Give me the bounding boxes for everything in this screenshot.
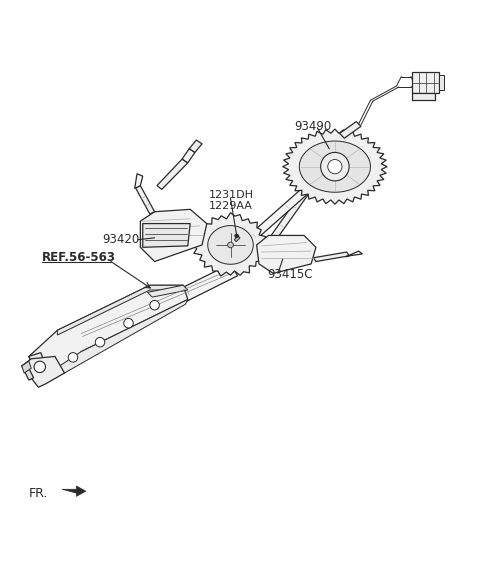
Circle shape (150, 300, 159, 310)
Polygon shape (412, 72, 439, 93)
Polygon shape (140, 209, 207, 262)
Circle shape (34, 361, 46, 372)
Polygon shape (147, 285, 188, 297)
Polygon shape (283, 129, 387, 204)
Polygon shape (182, 148, 195, 163)
Polygon shape (257, 235, 316, 273)
Polygon shape (300, 141, 371, 192)
Circle shape (96, 338, 105, 347)
Text: 1229AA: 1229AA (209, 201, 253, 211)
Polygon shape (235, 190, 306, 253)
Text: 1231DH: 1231DH (209, 190, 254, 200)
Text: REF.56-563: REF.56-563 (42, 251, 116, 264)
Text: 93415C: 93415C (267, 269, 313, 281)
Polygon shape (157, 159, 188, 190)
Polygon shape (136, 186, 155, 214)
Text: FR.: FR. (29, 487, 48, 499)
Polygon shape (29, 353, 50, 380)
Polygon shape (57, 285, 188, 335)
Polygon shape (266, 186, 311, 247)
Polygon shape (412, 93, 434, 100)
Polygon shape (306, 163, 325, 171)
Polygon shape (76, 264, 238, 351)
Polygon shape (346, 251, 362, 257)
Circle shape (328, 160, 342, 174)
Circle shape (68, 353, 78, 362)
Polygon shape (143, 223, 190, 247)
Circle shape (235, 234, 239, 238)
Polygon shape (22, 357, 64, 387)
Polygon shape (189, 140, 202, 153)
Polygon shape (193, 213, 266, 276)
Circle shape (321, 153, 349, 181)
Polygon shape (234, 236, 240, 242)
Circle shape (228, 242, 233, 248)
Polygon shape (29, 285, 188, 380)
Polygon shape (340, 122, 361, 138)
Circle shape (124, 318, 133, 328)
Polygon shape (208, 226, 253, 264)
Polygon shape (38, 299, 188, 380)
Polygon shape (135, 174, 143, 188)
Polygon shape (62, 486, 86, 496)
Polygon shape (22, 364, 34, 380)
Polygon shape (22, 361, 31, 373)
Polygon shape (313, 252, 349, 262)
Text: 93490: 93490 (295, 120, 332, 133)
Polygon shape (439, 75, 444, 90)
Text: 93420: 93420 (102, 233, 140, 246)
